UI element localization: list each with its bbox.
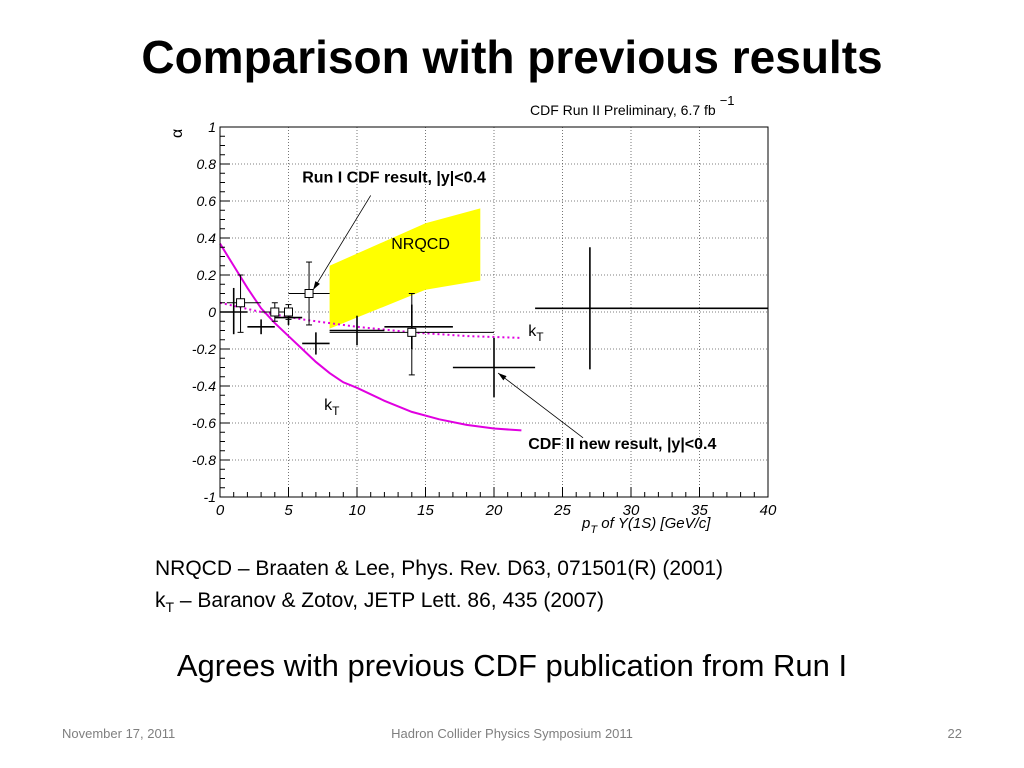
slide-title: Comparison with previous results — [141, 31, 883, 83]
y-tick-label: 0.8 — [197, 156, 217, 172]
footer-page-number: 22 — [947, 726, 962, 741]
cdf-ii-point — [384, 304, 453, 349]
axes: -1-0.8-0.6-0.4-0.200.20.40.60.810 5 10 15 20… — [169, 93, 777, 536]
open-square-marker — [284, 307, 293, 317]
run-i-point — [288, 261, 330, 326]
annotation-label: kT — [324, 397, 340, 418]
annotation-label: CDF II new result, |y|<0.4 — [528, 436, 716, 453]
x-tick-label: 15 — [417, 502, 434, 519]
y-tick-label: 0.4 — [197, 230, 217, 246]
y-tick-label: -0.8 — [192, 452, 216, 468]
annotation-arrowhead — [313, 281, 320, 290]
y-tick-label: -0.2 — [192, 341, 216, 357]
run-i-point — [284, 304, 293, 320]
cdf-ii-point — [452, 337, 536, 398]
run-i-point — [329, 293, 494, 376]
footer-event: Hadron Collider Physics Symposium 2011 — [391, 726, 633, 741]
annotation-arrowhead — [498, 373, 507, 381]
y-axis-label: α — [169, 129, 186, 138]
cdf-ii-point — [329, 315, 385, 346]
annotation-label: Run I CDF result, |y|<0.4 — [302, 170, 486, 187]
x-tick-label: 35 — [691, 502, 708, 519]
open-square-marker — [407, 327, 417, 337]
conclusion-text: Agrees with previous CDF publication fro… — [176, 648, 848, 683]
annotation-label: kT — [528, 323, 544, 344]
reference-kt-rest: – Baranov & Zotov, JETP Lett. 86, 435 (2… — [174, 589, 605, 612]
y-tick-label: 0.2 — [197, 267, 217, 283]
y-tick-label: -0.6 — [192, 415, 216, 431]
references: NRQCD – Braaten & Lee, Phys. Rev. D63, 0… — [155, 553, 723, 623]
x-tick-label: 30 — [623, 502, 640, 519]
annotations-layer: Run I CDF result, |y|<0.4 NRQCD kT kT CDF II… — [302, 170, 716, 453]
y-tick-label: 0 — [208, 304, 216, 320]
open-square-marker — [270, 307, 280, 317]
annotation-label: NRQCD — [391, 236, 450, 253]
cdf-ii-point — [220, 287, 248, 335]
y-tick-label: 0.6 — [197, 193, 217, 209]
x-tick-label: 0 — [216, 502, 225, 519]
cdf-ii-point — [247, 319, 275, 335]
reference-nrqcd: NRQCD – Braaten & Lee, Phys. Rev. D63, 0… — [155, 557, 724, 580]
kt-curve-solid — [219, 243, 522, 432]
kt-curves-layer — [219, 243, 522, 432]
x-tick-label: 25 — [553, 502, 571, 519]
reference-kt-prefix: k — [155, 589, 166, 612]
reference-kt-sub: T — [165, 599, 175, 616]
y-tick-label: -0.4 — [192, 378, 216, 394]
y-tick-label: -1 — [204, 489, 216, 505]
annotation-arrow — [312, 195, 372, 291]
x-tick-label: 10 — [349, 502, 366, 519]
open-square-marker — [236, 298, 246, 308]
y-tick-label: 1 — [208, 119, 216, 135]
chart-header: CDF Run II Preliminary, 6.7 fb−1 — [530, 93, 735, 118]
run-i-point — [261, 302, 289, 322]
footer-date: November 17, 2011 — [62, 726, 176, 741]
annotation-arrow — [497, 372, 584, 439]
open-square-marker — [304, 289, 314, 298]
x-axis-label: pT of Υ(1S) [GeV/c] — [581, 515, 711, 536]
x-tick-label: 40 — [760, 502, 777, 519]
x-tick-label: 20 — [485, 502, 503, 519]
x-tick-label: 5 — [284, 502, 293, 519]
nrqcd-band-layer — [329, 208, 481, 329]
cdf-ii-point — [535, 247, 768, 370]
reference-kt: kT – Baranov & Zotov, JETP Lett. 86, 435… — [155, 585, 723, 623]
nrqcd-band — [329, 208, 481, 329]
cdf-ii-point — [302, 332, 330, 355]
run-i-point — [226, 274, 262, 333]
